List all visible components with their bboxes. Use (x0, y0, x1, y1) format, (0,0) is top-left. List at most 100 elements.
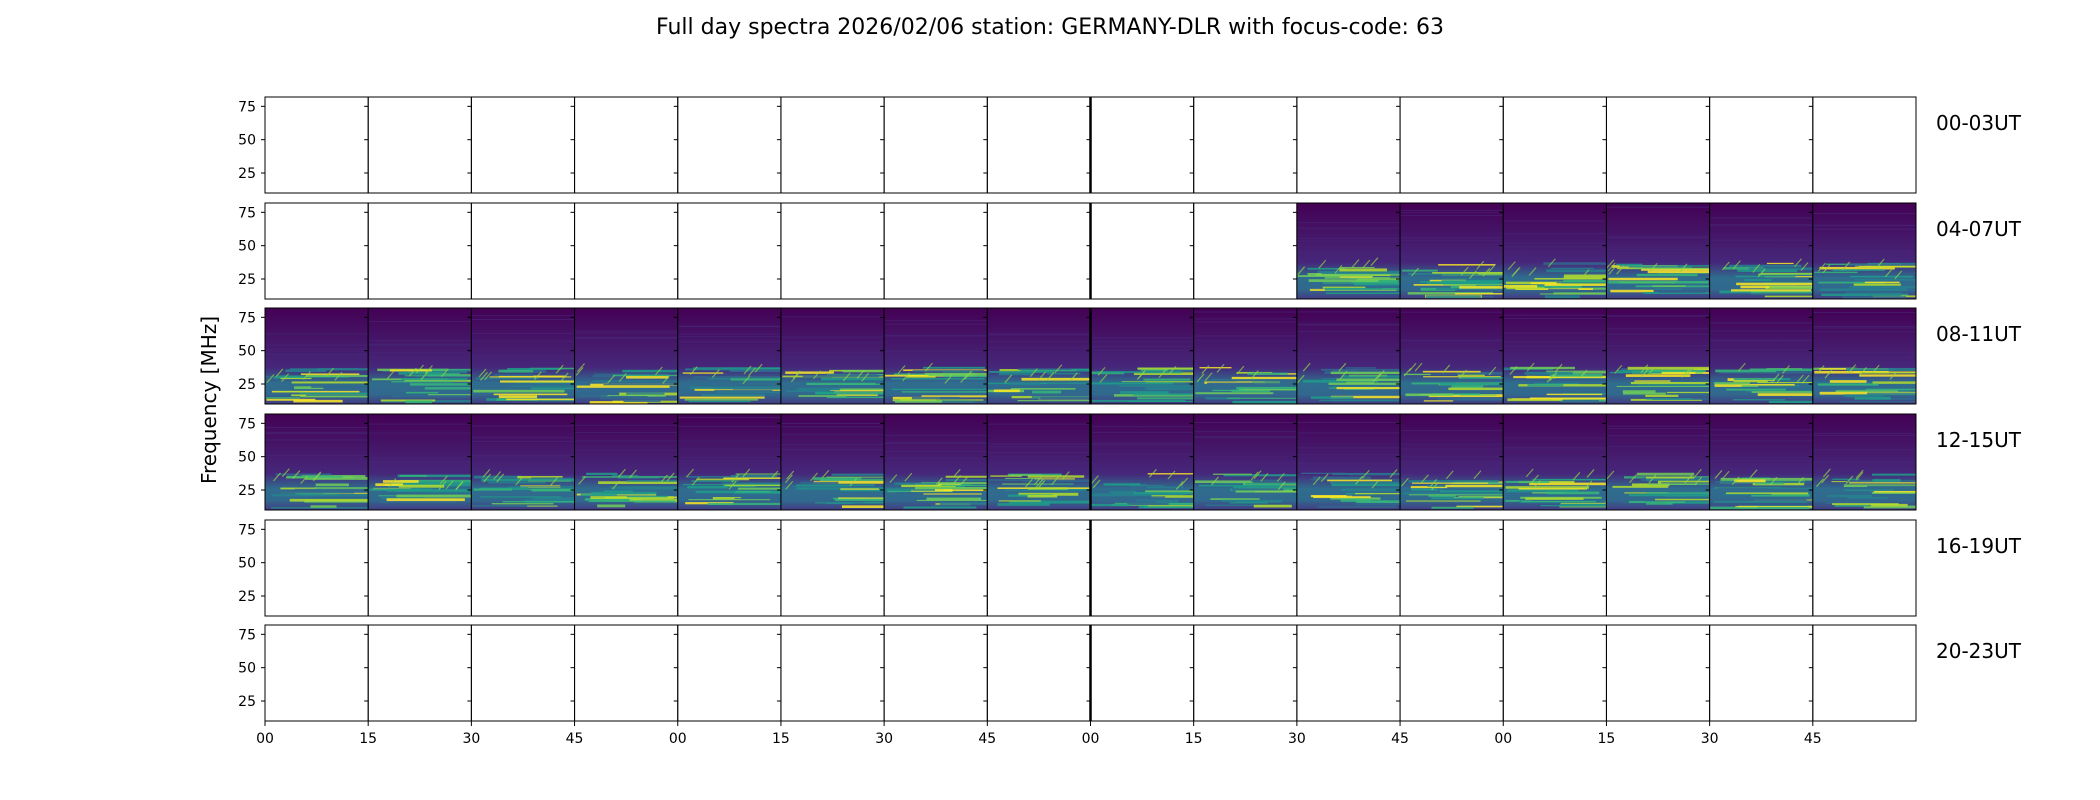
streak (1099, 373, 1108, 383)
emission-line (1151, 495, 1194, 498)
noise-line (1503, 245, 1607, 247)
emission-line (577, 394, 608, 398)
noise-line (1606, 328, 1710, 330)
emission-line (1022, 479, 1091, 482)
emission-line (1752, 499, 1807, 502)
spectrum-panel (1705, 624, 1814, 722)
emission-line (689, 386, 781, 390)
noise-line (677, 440, 781, 442)
spectrum-panel (1705, 202, 1814, 300)
streak (1796, 476, 1804, 486)
emission-line (395, 489, 472, 492)
noise-line (987, 346, 1091, 348)
emission-line (723, 367, 781, 370)
panel-frame (883, 624, 988, 722)
noise-line (1709, 224, 1813, 226)
emission-line (1231, 389, 1270, 393)
emission-line (1408, 272, 1479, 276)
emission-line (1145, 387, 1194, 390)
noise-line (1400, 212, 1504, 214)
spectrum-panel (1189, 202, 1298, 300)
emission-line (1458, 495, 1504, 498)
noise-line (471, 315, 575, 317)
noise-line (1400, 351, 1504, 353)
emission-line (687, 485, 728, 489)
noise-line (677, 341, 781, 343)
emission-line (1297, 275, 1374, 278)
spectrum-panel (364, 624, 472, 722)
spectrum-background (1812, 308, 1916, 404)
spectrum-panel (1499, 519, 1607, 617)
spectrum-panel (1499, 96, 1607, 194)
noise-line (884, 443, 988, 445)
emission-line (1408, 480, 1499, 483)
emission-line (1453, 398, 1504, 401)
panel-frame (1605, 96, 1711, 194)
streak (1408, 362, 1417, 372)
spectrum-panel (880, 413, 988, 511)
panel-frame (1090, 96, 1195, 194)
streak (1297, 266, 1306, 276)
emission-line (289, 498, 369, 502)
streak (953, 474, 961, 484)
emission-line (834, 498, 885, 501)
spectrum-panel (364, 519, 472, 617)
emission-line (475, 377, 539, 380)
emission-line (1616, 385, 1710, 387)
y-tick-label: 50 (238, 556, 256, 572)
noise-line (1812, 462, 1916, 464)
noise-line (1503, 233, 1607, 235)
streak (1528, 267, 1537, 276)
streak (1721, 261, 1730, 271)
emission-line (1853, 283, 1901, 286)
panel-frame (780, 624, 885, 722)
streak (1629, 474, 1637, 484)
emission-line (1021, 377, 1091, 381)
streak (1025, 478, 1033, 488)
emission-line (1455, 389, 1493, 392)
emission-line (1005, 489, 1091, 491)
panel-frame (677, 202, 782, 300)
emission-line (1534, 278, 1607, 280)
emission-line (275, 473, 332, 476)
emission-line (1855, 265, 1916, 267)
emission-line (841, 505, 885, 508)
spectrum-panel (880, 307, 988, 405)
emission-line (1317, 270, 1401, 273)
emission-line (1751, 391, 1813, 393)
streak (445, 480, 454, 490)
panels-grid: 75502500-03UT75502504-07UT75502508-11UT7… (238, 96, 2022, 722)
streak (742, 375, 751, 385)
streak (1046, 371, 1055, 381)
streak (1532, 480, 1541, 489)
emission-line (294, 488, 369, 491)
noise-line (780, 448, 885, 450)
x-tick-label: 45 (978, 731, 996, 747)
spectrum-panel (1189, 624, 1298, 722)
emission-line (1401, 269, 1438, 272)
noise-line (1709, 249, 1813, 251)
emission-line (498, 369, 534, 373)
emission-line (1646, 478, 1710, 481)
streak (1158, 369, 1167, 379)
panel-frame (1090, 202, 1195, 300)
row-label: 20-23UT (1936, 639, 2022, 663)
row-20-23UT: 75 50 25 20-23UT (238, 624, 2022, 722)
emission-line (271, 390, 360, 393)
emission-line (800, 481, 839, 485)
streak (1351, 259, 1360, 268)
noise-line (884, 435, 988, 437)
emission-line (1636, 472, 1695, 476)
noise-line (1606, 236, 1710, 238)
emission-line (821, 495, 885, 498)
noise-line (780, 426, 885, 428)
emission-line (1438, 264, 1496, 266)
emission-line (1140, 369, 1169, 371)
emission-line (1735, 275, 1796, 278)
emission-line (1195, 480, 1254, 484)
emission-line (813, 480, 885, 484)
emission-line (891, 388, 987, 390)
emission-line (1505, 480, 1550, 483)
emission-line (299, 392, 369, 395)
noise-line (1812, 251, 1916, 253)
